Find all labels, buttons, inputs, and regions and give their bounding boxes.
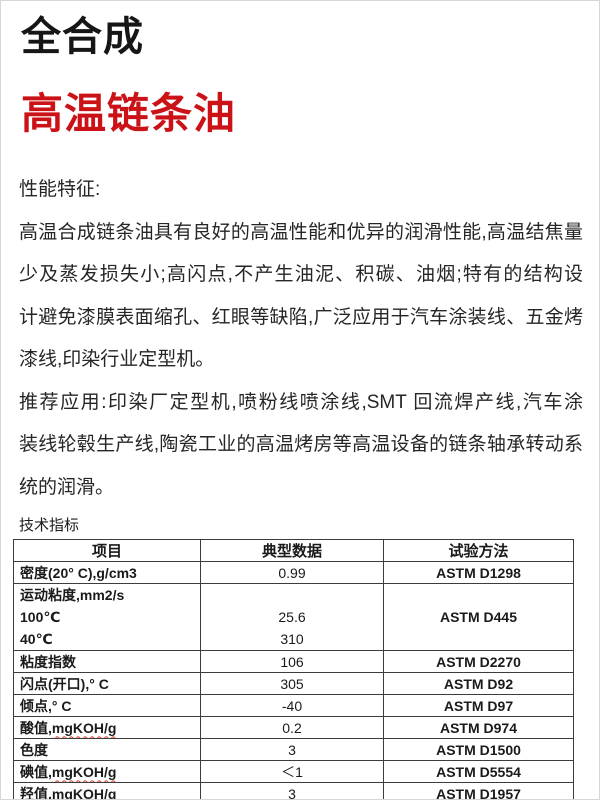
spec-value: -40 (200, 694, 384, 717)
spec-item: 色度 (13, 738, 201, 761)
spec-value: 305 (200, 672, 384, 695)
spec-item: 密度(20° C),g/cm3 (13, 561, 201, 584)
spec-item: 碘值,mgKOH/g (13, 760, 201, 783)
spec-value: 106 (200, 650, 384, 673)
recommend-line: 统的润滑。 (19, 476, 115, 498)
column-header-method: 试验方法 (383, 539, 574, 562)
spec-item-text: 碘值, (20, 763, 52, 780)
spec-method: ASTM D1957 (383, 782, 574, 799)
features-heading: 性能特征: (19, 179, 101, 200)
spec-value: 0.99 (200, 561, 384, 584)
spec-method: ASTM D92 (383, 672, 574, 695)
spec-item-line: 运动粘度,mm2/s (20, 587, 125, 603)
spec-item: 倾点,° C (13, 694, 201, 717)
spec-item-misspelled-text: mgKOH/g (51, 763, 117, 780)
spec-row-pour-point: 倾点,° C -40 ASTM D97 (13, 694, 574, 717)
spec-row-flash-point: 闪点(开口),° C 305 ASTM D92 (13, 672, 574, 695)
recommend-line: 装线轮毂生产线,陶瓷工业的高温烤房等高温设备的链条轴承转动系 (19, 434, 583, 455)
spec-item-misspelled-text: mgKOH/g (51, 785, 117, 800)
spec-item: 酸值,mgKOH/g (13, 716, 201, 739)
spec-method: ASTM D974 (383, 716, 574, 739)
recommend-line: 推荐应用:印染厂定型机,喷粉线喷涂线,SMT 回流焊产线,汽车涂 (19, 391, 583, 413)
specs-header-row: 项目 典型数据 试验方法 (13, 539, 574, 562)
product-title: 高温链条油 (21, 90, 237, 137)
spec-method: ASTM D1298 (383, 561, 574, 584)
spec-value: 25.6 310 (200, 583, 384, 651)
spec-value-line (207, 585, 377, 607)
spec-row-hydroxyl-value: 羟值,mgKOH/g 3 ASTM D1957 (13, 782, 574, 800)
spec-value-line: 310 (280, 631, 304, 647)
spec-item-line: 100℃ (20, 609, 61, 625)
spec-item: 粘度指数 (13, 650, 201, 673)
body-text: 性能特征: 高温合成链条油具有良好的高温性能和优异的润滑性能,高温结焦量 少及蒸… (19, 169, 583, 509)
spec-row-density: 密度(20° C),g/cm3 0.99 ASTM D1298 (13, 561, 574, 584)
features-line: 少及蒸发损失小;高闪点,不产生油泥、积碳、油烟;特有的结构设 (19, 264, 583, 285)
column-header-item: 项目 (13, 539, 201, 562)
spec-row-color: 色度 3 ASTM D1500 (13, 738, 574, 761)
spec-row-iodine-value: 碘值,mgKOH/g ＜1 ASTM D5554 (13, 760, 574, 783)
features-line: 漆线,印染行业定型机。 (19, 349, 215, 370)
spec-value: 3 (200, 782, 384, 799)
spec-value-line: 25.6 (278, 609, 306, 625)
spec-item: 运动粘度,mm2/s 100℃ 40℃ (13, 583, 201, 651)
spec-method: ASTM D2270 (383, 650, 574, 673)
spec-method: ASTM D5554 (383, 760, 574, 783)
spec-method: ASTM D1500 (383, 738, 574, 761)
specs-table-caption: 技术指标 (19, 517, 80, 534)
spec-value: ＜1 (200, 760, 384, 783)
spec-item-line: 40℃ (20, 631, 53, 647)
spec-item-text: 羟值, (20, 785, 52, 800)
spec-row-viscosity: 运动粘度,mm2/s 100℃ 40℃ 25.6 310 ASTM D445 (13, 583, 574, 651)
column-header-value: 典型数据 (200, 539, 384, 562)
specs-table: 项目 典型数据 试验方法 密度(20° C),g/cm3 0.99 ASTM D… (13, 539, 574, 800)
spec-value: 0.2 (200, 716, 384, 739)
spec-value: 3 (200, 738, 384, 761)
series-title: 全合成 (21, 15, 144, 59)
spec-item: 闪点(开口),° C (13, 672, 201, 695)
spec-method: ASTM D97 (383, 694, 574, 717)
features-line: 计避免漆膜表面缩孔、红眼等缺陷,广泛应用于汽车涂装线、五金烤 (19, 306, 583, 328)
spec-item-misspelled-text: mgKOH/g (51, 719, 117, 736)
spec-method: ASTM D445 (383, 583, 574, 651)
spec-row-viscosity-index: 粘度指数 106 ASTM D2270 (13, 650, 574, 673)
spec-row-acid-value: 酸值,mgKOH/g 0.2 ASTM D974 (13, 716, 574, 739)
spec-item: 羟值,mgKOH/g (13, 782, 201, 800)
features-line: 高温合成链条油具有良好的高温性能和优异的润滑性能,高温结焦量 (19, 221, 583, 243)
spec-item-text: 酸值, (20, 719, 52, 736)
